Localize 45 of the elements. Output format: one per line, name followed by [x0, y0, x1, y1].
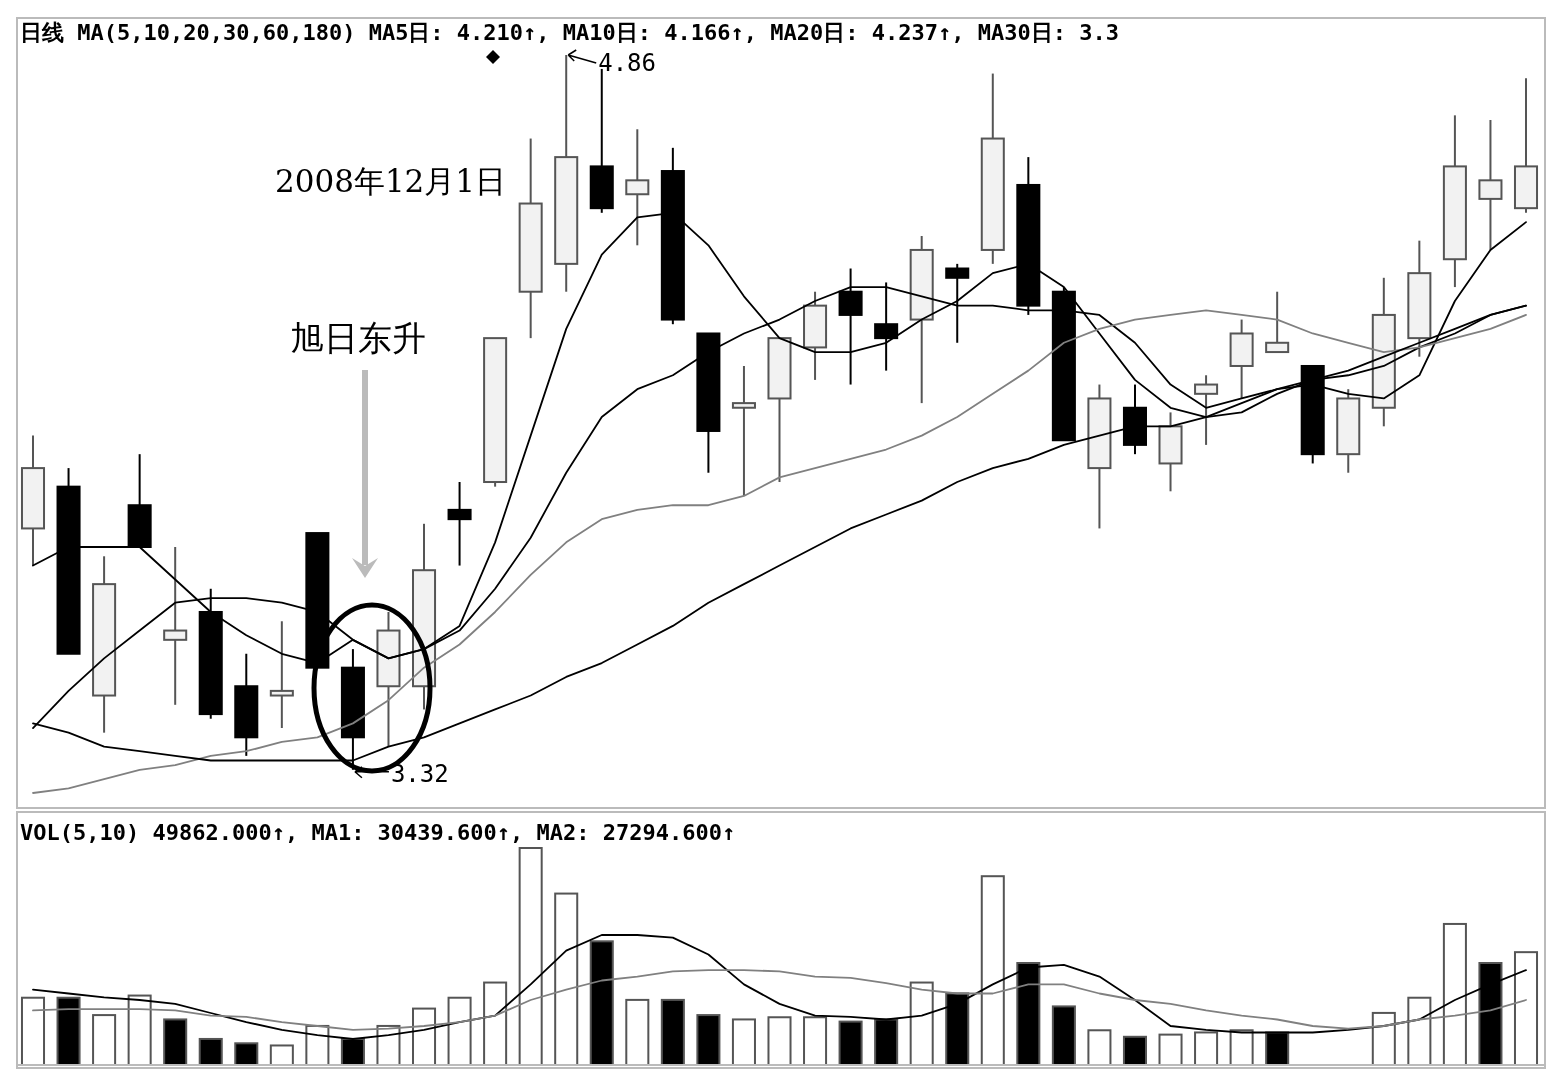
bar	[909, 981, 934, 1066]
candlestick	[731, 364, 756, 497]
bar	[696, 1014, 721, 1066]
candlestick	[1265, 290, 1290, 354]
chart-title: 日线 MA(5,10,20,30,60,180) MA5日: 4.210↑, MA10日: 4.166↑, MA20日: 4.237↑, MA30日: 3.3	[20, 20, 1119, 45]
bar	[767, 1016, 792, 1066]
bar	[1371, 1011, 1396, 1066]
bar	[660, 998, 685, 1066]
candlestick	[163, 546, 188, 706]
bar	[412, 1007, 437, 1066]
candlestick	[447, 481, 472, 567]
bar	[269, 1044, 294, 1066]
bar	[1087, 1029, 1112, 1066]
bar	[625, 998, 650, 1066]
bar	[163, 1018, 188, 1066]
annotation: 2008年12月1日	[275, 163, 507, 199]
bar	[731, 1018, 756, 1066]
bar	[518, 847, 543, 1066]
bar	[838, 1020, 863, 1066]
bar	[1051, 1005, 1076, 1066]
chart-title: VOL(5,10) 49862.000↑, MA1: 30439.600↑, MA2: 27294.600↑	[20, 820, 736, 845]
candlestick	[1478, 118, 1503, 251]
bar	[483, 981, 508, 1066]
bar	[554, 892, 579, 1066]
bar	[803, 1016, 828, 1066]
bar	[1513, 951, 1539, 1066]
bar	[20, 996, 46, 1066]
bar	[1194, 1031, 1219, 1066]
bar	[234, 1042, 259, 1066]
bar	[127, 994, 152, 1066]
bar	[1229, 1029, 1254, 1066]
candlestick	[625, 128, 650, 247]
bar	[198, 1037, 223, 1066]
bar	[92, 1014, 117, 1066]
annotation: 3.32	[390, 759, 449, 788]
bar	[1158, 1033, 1183, 1066]
candlestick	[269, 620, 294, 730]
bar	[1442, 922, 1467, 1066]
annotation: 旭日东升	[290, 318, 426, 358]
bar	[1407, 996, 1432, 1066]
candlestick	[1194, 374, 1219, 446]
annotation: 4.86	[598, 49, 657, 77]
bar	[447, 996, 472, 1066]
bar	[980, 875, 1005, 1066]
bar	[1122, 1035, 1147, 1066]
